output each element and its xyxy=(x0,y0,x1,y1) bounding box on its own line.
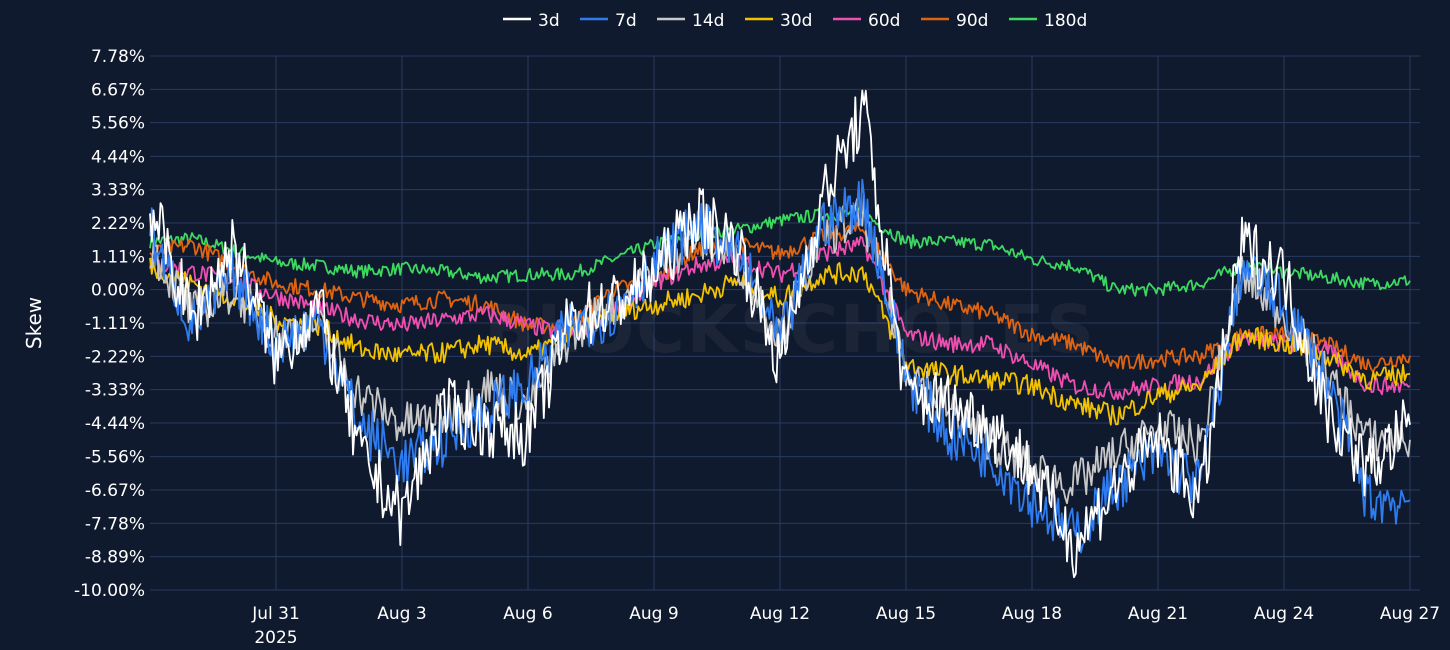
y-tick-label: 4.44% xyxy=(91,147,145,167)
x-tick-label: Aug 27 xyxy=(1380,604,1440,624)
y-tick-label: 2.22% xyxy=(91,214,145,234)
legend[interactable]: 3d 7d 14d 30d 60d 90d 180d xyxy=(503,11,1087,31)
y-tick-label: -3.33% xyxy=(85,381,145,401)
y-tick-label: -1.11% xyxy=(85,314,145,334)
legend-label: 60d xyxy=(868,11,900,31)
legend-item-3d[interactable]: 3d xyxy=(503,11,560,31)
legend-label: 90d xyxy=(956,11,988,31)
series-line-60d xyxy=(149,235,1411,401)
y-axis-ticks: 7.78% 6.67% 5.56% 4.44% 3.33% 2.22% 1.11% 0.00%… xyxy=(74,47,145,601)
series-line-30d xyxy=(149,257,1411,426)
series-line-90d xyxy=(149,221,1411,373)
legend-label: 180d xyxy=(1044,11,1087,31)
y-tick-label: -2.22% xyxy=(85,347,145,367)
y-tick-label: -10.00% xyxy=(74,581,145,601)
x-axis-ticks: Jul 31 2025 Aug 3 Aug 6 Aug 9 Aug 12 Aug 15 Aug… xyxy=(251,604,1440,648)
series-line-3d xyxy=(149,89,1411,579)
legend-label: 7d xyxy=(615,11,637,31)
x-tick-label: Aug 15 xyxy=(876,604,936,624)
x-tick-label: Aug 3 xyxy=(377,604,426,624)
y-tick-label: -6.67% xyxy=(85,481,145,501)
legend-item-90d[interactable]: 90d xyxy=(921,11,988,31)
x-tick-label: Jul 31 xyxy=(251,604,300,624)
x-tick-label: Aug 6 xyxy=(503,604,552,624)
plot-area xyxy=(149,89,1411,579)
series-line-180d xyxy=(149,207,1411,297)
legend-item-14d[interactable]: 14d xyxy=(657,11,724,31)
x-tick-label: Aug 24 xyxy=(1254,604,1314,624)
x-tick-label: Aug 21 xyxy=(1128,604,1188,624)
legend-label: 30d xyxy=(780,11,812,31)
legend-label: 14d xyxy=(692,11,724,31)
y-tick-label: 7.78% xyxy=(91,47,145,67)
y-axis-title: Skew xyxy=(22,297,46,349)
y-tick-label: -7.78% xyxy=(85,514,145,534)
legend-item-180d[interactable]: 180d xyxy=(1009,11,1087,31)
y-tick-label: 5.56% xyxy=(91,114,145,134)
x-tick-label: Aug 12 xyxy=(750,604,810,624)
y-tick-label: -5.56% xyxy=(85,448,145,468)
legend-item-60d[interactable]: 60d xyxy=(833,11,900,31)
y-tick-label: 3.33% xyxy=(91,181,145,201)
series-line-14d xyxy=(149,194,1411,505)
y-tick-label: 0.00% xyxy=(91,281,145,301)
legend-item-30d[interactable]: 30d xyxy=(745,11,812,31)
x-tick-label: Aug 18 xyxy=(1002,604,1062,624)
y-tick-label: 6.67% xyxy=(91,80,145,100)
y-tick-label: -8.89% xyxy=(85,548,145,568)
y-tick-label: -4.44% xyxy=(85,414,145,434)
legend-label: 3d xyxy=(538,11,560,31)
y-tick-label: 1.11% xyxy=(91,247,145,267)
x-tick-sublabel: 2025 xyxy=(254,628,297,648)
x-tick-label: Aug 9 xyxy=(629,604,678,624)
legend-item-7d[interactable]: 7d xyxy=(580,11,637,31)
